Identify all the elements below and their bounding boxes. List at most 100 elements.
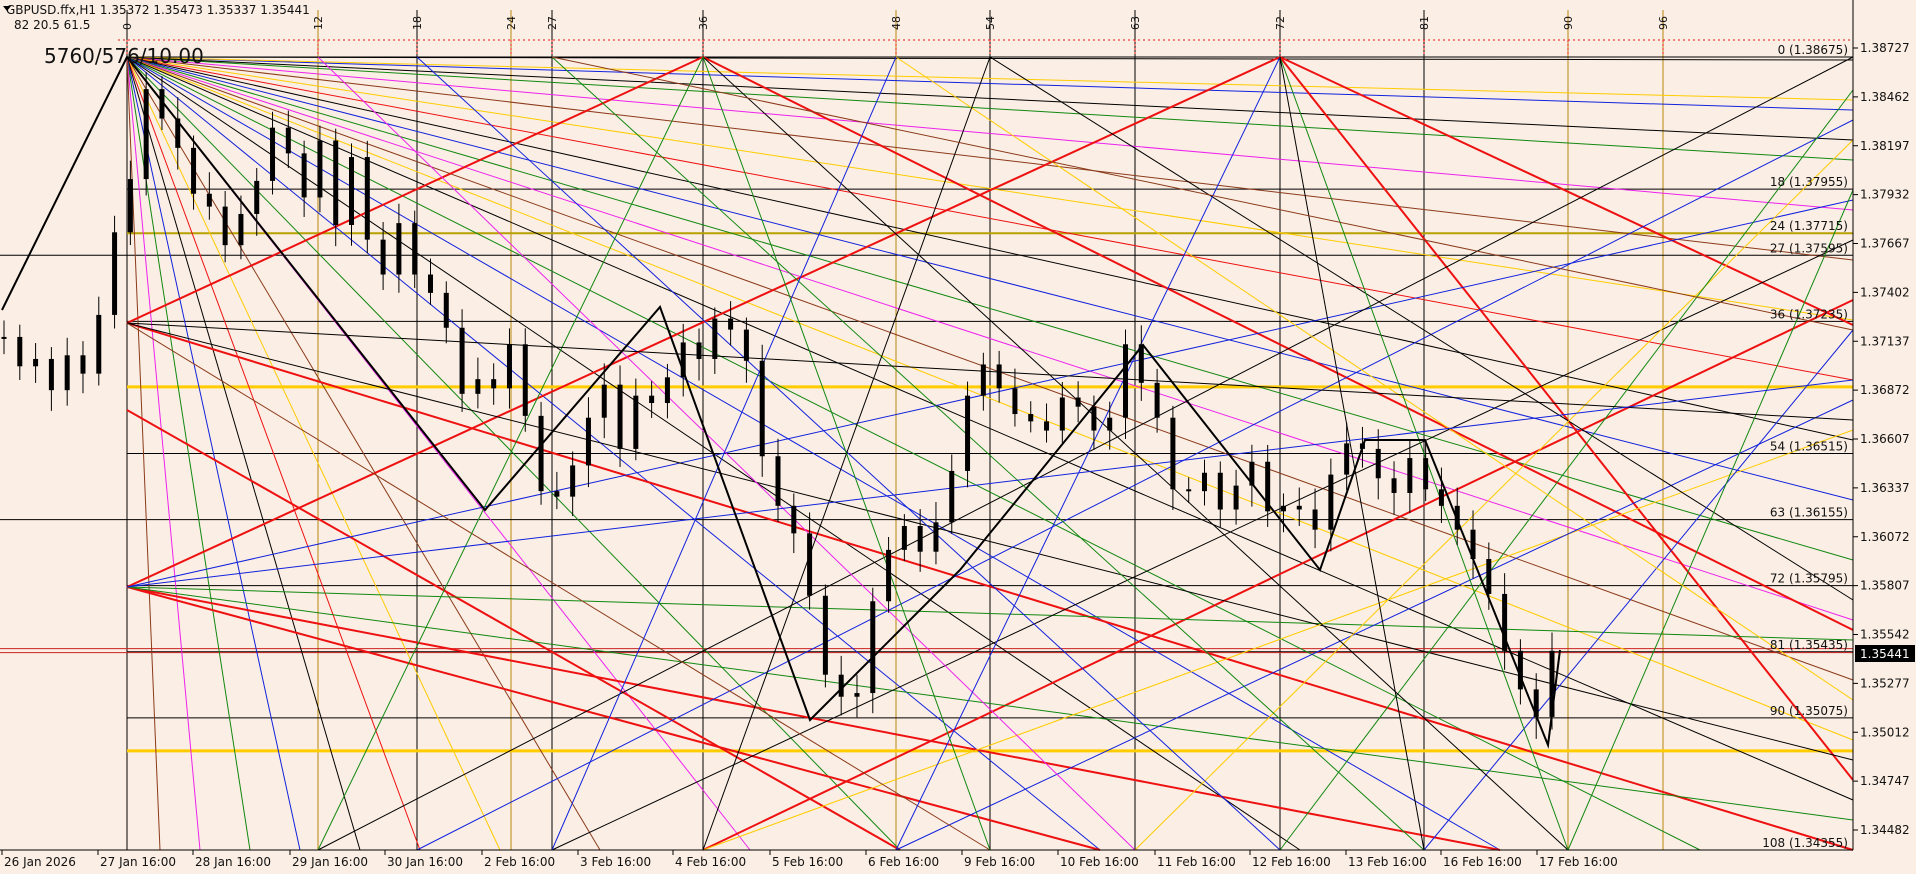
fan-line: [126, 56, 1854, 101]
candle-body: [1344, 443, 1350, 475]
price-tick-label: 1.37932: [1860, 188, 1910, 202]
candle-body: [127, 179, 133, 233]
candle-body: [206, 193, 212, 207]
time-tick-label: 13 Feb 16:00: [1348, 855, 1427, 869]
gann-grid-line: [551, 56, 1854, 331]
time-tick-label: 17 Feb 16:00: [1539, 855, 1618, 869]
gann-grid-line: [317, 56, 1854, 851]
fan-line: [126, 56, 1854, 381]
price-tick-label: 1.37402: [1860, 285, 1910, 299]
red-frame-line: [702, 56, 1854, 631]
red-frame-line: [1279, 56, 1854, 326]
candle-body: [1391, 478, 1397, 493]
price-tick-label: 1.38727: [1860, 41, 1910, 55]
price-tick-label: 1.35542: [1860, 628, 1910, 642]
gann-parameters-label: 5760/576/10.00: [44, 44, 204, 68]
candle-body: [112, 232, 118, 315]
indicator-values: 82 20.5 61.5: [14, 18, 90, 32]
candle-body: [585, 417, 591, 466]
gann-grid-line: [551, 56, 897, 851]
level-label: 90 (1.35075): [1770, 704, 1848, 718]
gann-grid-line: [126, 322, 1854, 421]
candle-body: [965, 395, 971, 471]
candle-body: [175, 118, 181, 148]
candle-body: [1502, 593, 1508, 651]
time-division-number: 96: [1657, 16, 1670, 30]
gann-grid-line: [1423, 329, 1854, 851]
gann-grid-line: [126, 586, 1854, 641]
time-division-number: 0: [121, 23, 134, 30]
candle-body: [1233, 485, 1239, 510]
fan-line: [126, 56, 501, 851]
gann-grid-line: [126, 322, 1854, 761]
level-label: 72 (1.35795): [1770, 572, 1848, 586]
gann-grid-line: [1279, 56, 1425, 851]
time-division-number: 24: [505, 16, 518, 30]
zigzag-lines: [1, 55, 1561, 749]
time-tick-label: 26 Jan 2026: [4, 855, 76, 869]
price-tick-label: 1.35012: [1860, 725, 1910, 739]
candle-body: [538, 415, 544, 492]
fan-line: [126, 56, 361, 851]
fan-line: [126, 56, 1854, 211]
time-tick-label: 4 Feb 16:00: [675, 855, 746, 869]
candle-body: [380, 239, 386, 275]
candle-body: [1517, 650, 1523, 690]
time-tick-label: 11 Feb 16:00: [1157, 855, 1236, 869]
time-tick-label: 6 Feb 16:00: [868, 855, 939, 869]
candle-body: [1154, 382, 1160, 418]
candle-body: [664, 377, 670, 404]
candle-body: [791, 505, 797, 534]
candle-body: [475, 379, 481, 394]
candle-body: [680, 342, 686, 378]
price-tick-label: 1.38462: [1860, 90, 1910, 104]
candle-body: [886, 549, 892, 602]
price-tick-label: 1.35807: [1860, 579, 1910, 593]
level-label: 108 (1.34355): [1762, 836, 1848, 850]
time-division-number: 36: [697, 16, 710, 30]
price-tick-label: 1.38197: [1860, 139, 1910, 153]
candle-body: [191, 147, 197, 194]
candle-body: [1296, 505, 1302, 510]
candle-body: [570, 465, 576, 497]
candle-body: [459, 327, 465, 394]
candle-body: [1423, 458, 1429, 490]
price-tick-label: 1.34747: [1860, 774, 1910, 788]
candle-body: [696, 342, 702, 359]
candle-body: [222, 206, 228, 246]
candle-body: [917, 526, 923, 552]
candle-body: [854, 693, 860, 697]
gann-grid-line: [317, 56, 1136, 851]
time-tick-label: 12 Feb 16:00: [1252, 855, 1331, 869]
candle-body: [949, 470, 955, 523]
red-frame-line: [1279, 56, 1854, 781]
candle-body: [980, 364, 986, 396]
candle-body: [285, 127, 291, 154]
candle-body: [317, 140, 323, 198]
candle-body: [822, 595, 828, 675]
candle-body: [48, 358, 54, 391]
time-division-number: 18: [411, 16, 424, 30]
gann-grid-line: [416, 119, 1854, 851]
fan-line: [126, 56, 1854, 61]
gann-grid-line: [317, 56, 704, 851]
gann-grid-line: [126, 322, 991, 851]
fan-line: [126, 56, 1854, 441]
candle-body: [1375, 448, 1381, 479]
time-tick-label: 9 Feb 16:00: [964, 855, 1035, 869]
time-division-number: 27: [546, 16, 559, 30]
collapse-triangle-icon[interactable]: [3, 6, 11, 11]
gann-grid-line: [126, 199, 1854, 588]
level-label: 24 (1.37715): [1770, 219, 1848, 233]
gann-grid-line: [895, 56, 1281, 851]
level-label: 54 (1.36515): [1770, 440, 1848, 454]
candle-body: [1059, 397, 1065, 431]
candle-body: [522, 344, 528, 416]
fan-line: [126, 56, 421, 851]
red-frame-line: [126, 56, 1281, 588]
candle-body: [301, 153, 307, 198]
candle-body: [1549, 650, 1555, 717]
candle-body: [1091, 406, 1097, 431]
fan-line: [126, 56, 601, 851]
